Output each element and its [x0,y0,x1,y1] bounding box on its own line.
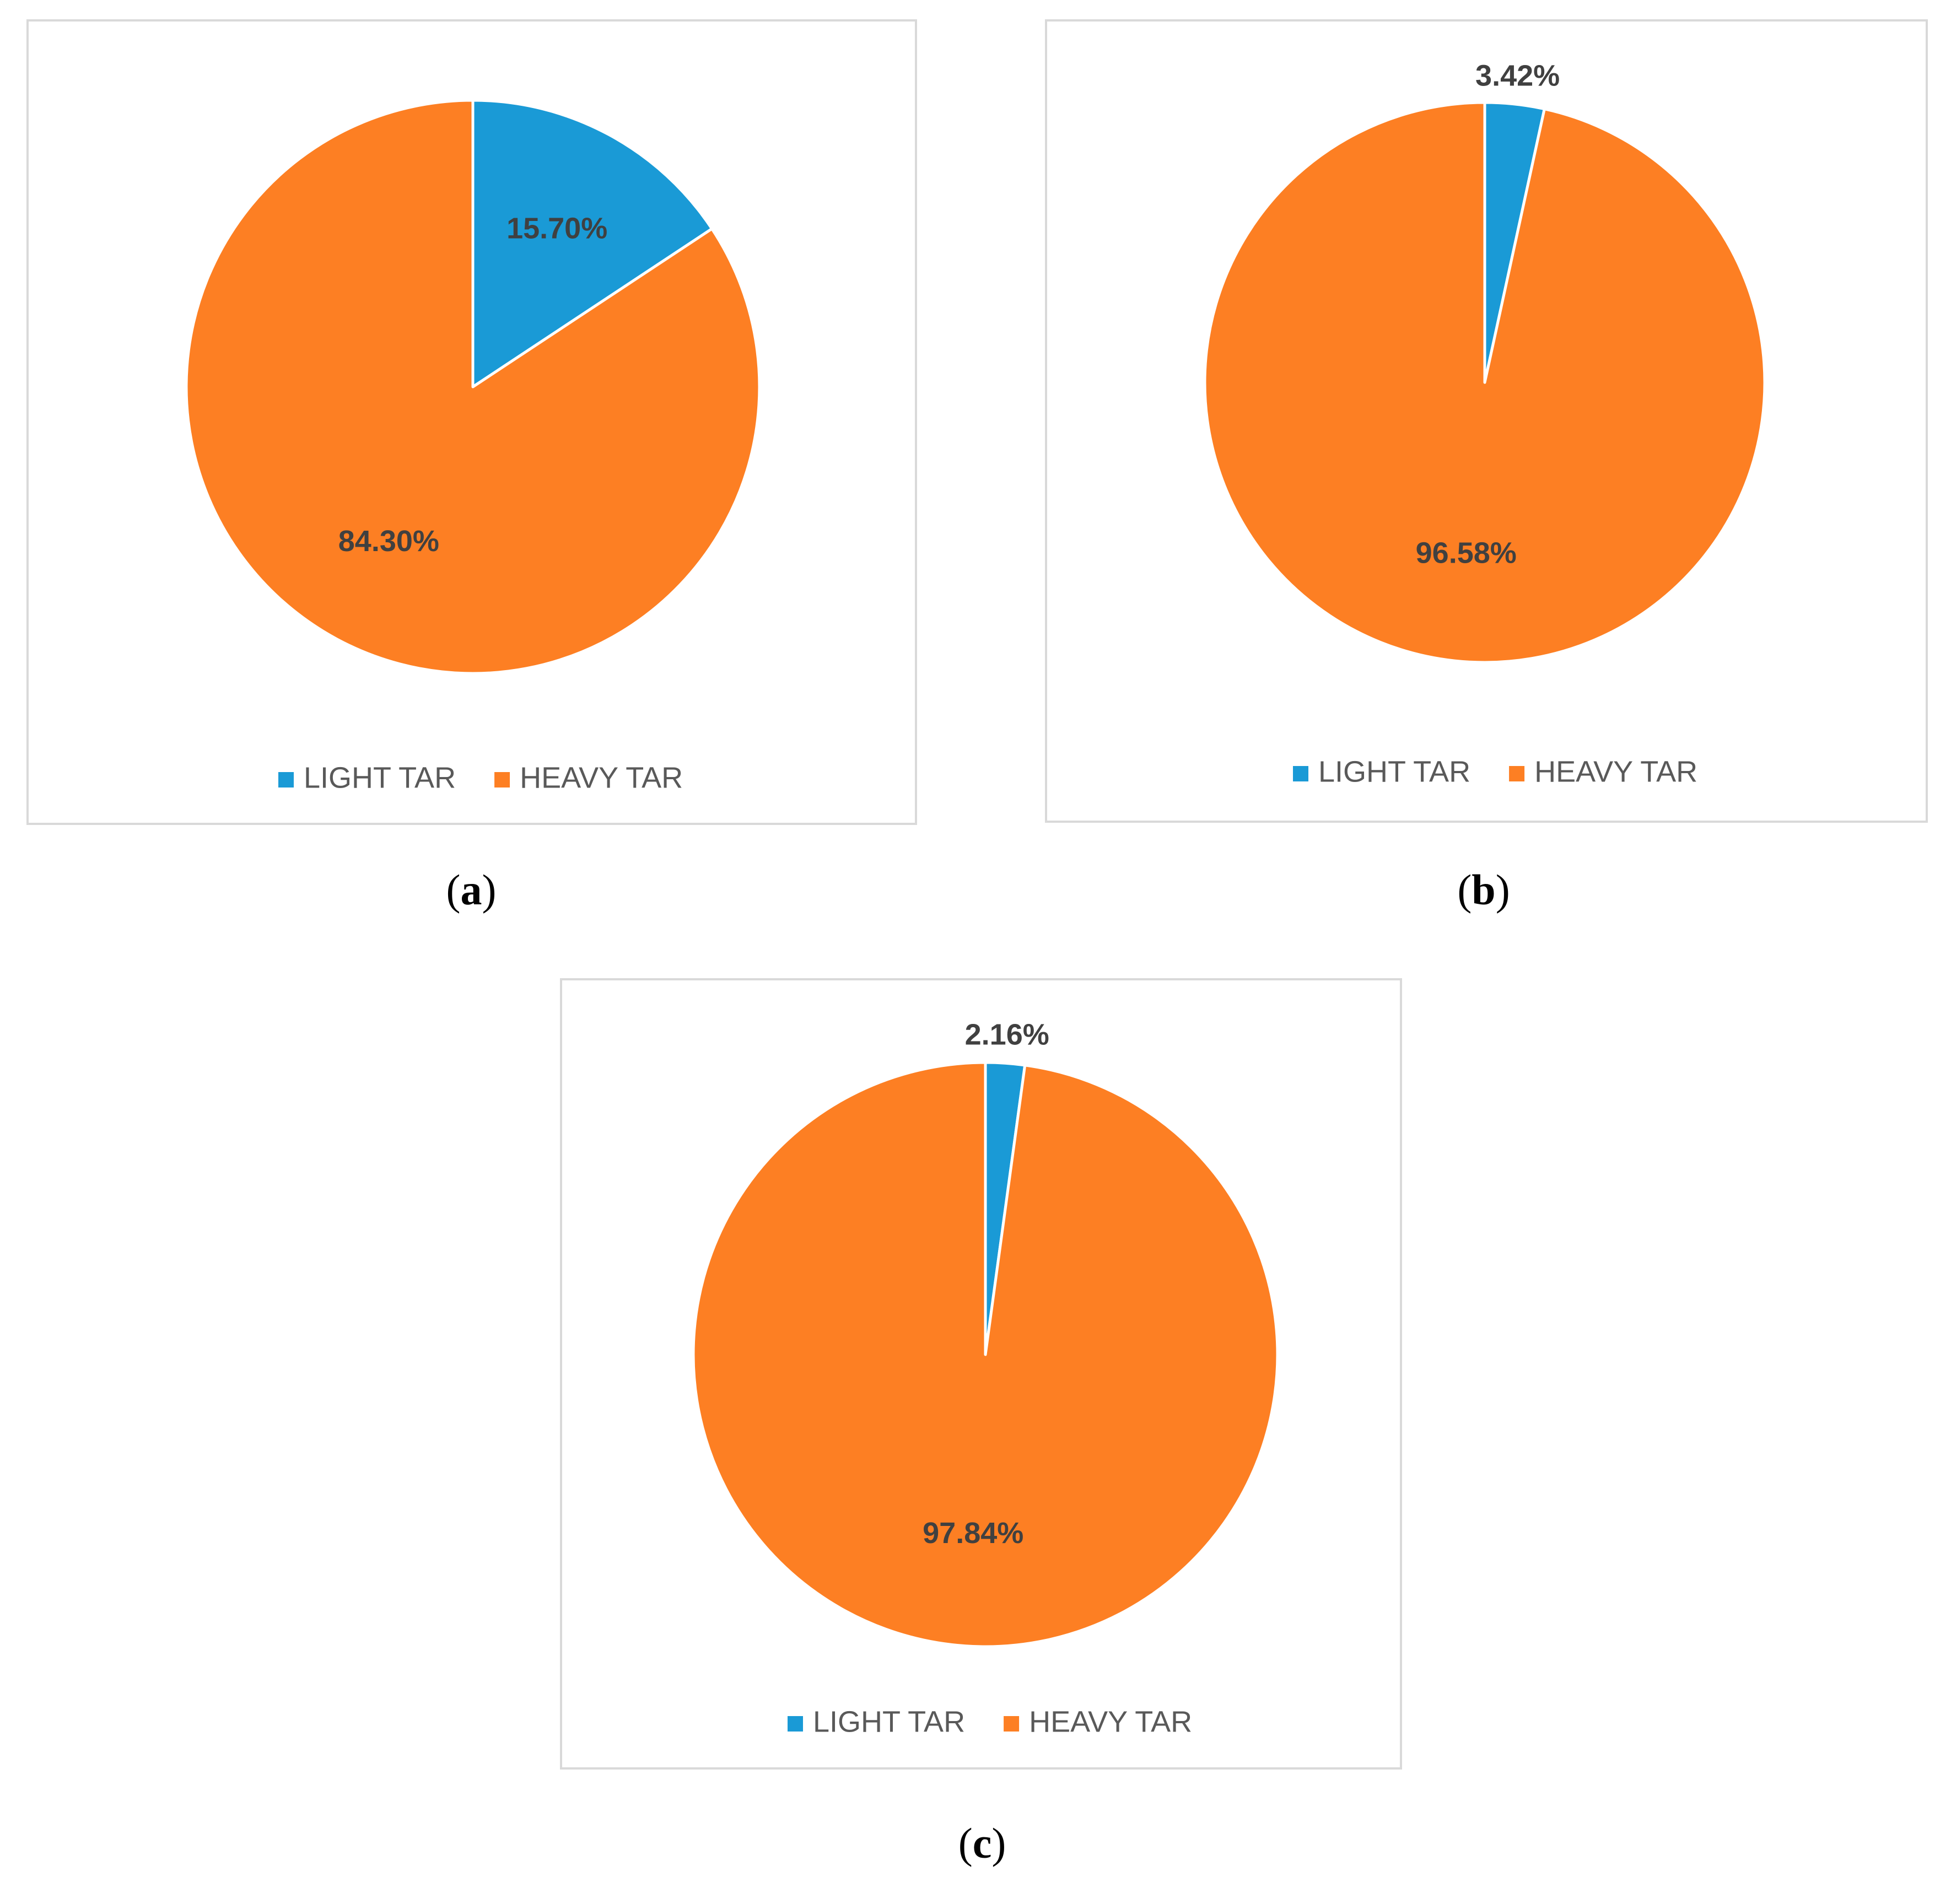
pie-slice-heavy-tar [185,99,761,675]
legend-label-heavy-tar: HEAVY TAR [1534,755,1697,788]
caption-b: (b) [1457,866,1510,914]
caption-a: (a) [446,866,497,914]
legend-swatch-heavy-tar [1509,766,1525,781]
data-label-heavy-tar: 97.84% [923,1517,1023,1550]
data-label-heavy-tar: 96.58% [1416,536,1517,569]
data-label-light-tar: 2.16% [965,1018,1049,1051]
chart-panel-a: 15.70% 84.30% LIGHT TAR HEAVY TAR [26,19,917,825]
chart-panel-b: 3.42% 96.58% LIGHT TAR HEAVY TAR [1045,19,1928,823]
legend-swatch-light-tar [1293,766,1308,781]
legend-swatch-light-tar [788,1716,803,1732]
pie-slice-light-tar [471,99,714,389]
legend-swatch-heavy-tar [1004,1716,1020,1732]
legend-label-heavy-tar: HEAVY TAR [1029,1705,1192,1738]
data-label-light-tar: 15.70% [506,212,607,245]
data-label-heavy-tar: 84.30% [338,525,439,558]
pie-slice-heavy-tar [692,1061,1279,1648]
legend-swatch-heavy-tar [494,772,510,788]
pie-chart-c: 2.16% 97.84% LIGHT TAR HEAVY TAR [692,1018,1279,1738]
chart-panel-c: 2.16% 97.84% LIGHT TAR HEAVY TAR [560,978,1402,1770]
pie-chart-b: 3.42% 96.58% LIGHT TAR HEAVY TAR [1203,59,1766,788]
legend-label-light-tar: LIGHT TAR [1318,755,1470,788]
caption-c: (c) [958,1819,1006,1867]
legend-label-heavy-tar: HEAVY TAR [520,761,683,794]
legend-swatch-light-tar [278,772,294,788]
legend-label-light-tar: LIGHT TAR [813,1705,965,1738]
data-label-light-tar: 3.42% [1475,59,1560,92]
pie-chart-a: 15.70% 84.30% LIGHT TAR HEAVY TAR [185,99,761,794]
legend-label-light-tar: LIGHT TAR [304,761,456,794]
pie-slice-heavy-tar [1203,101,1766,664]
